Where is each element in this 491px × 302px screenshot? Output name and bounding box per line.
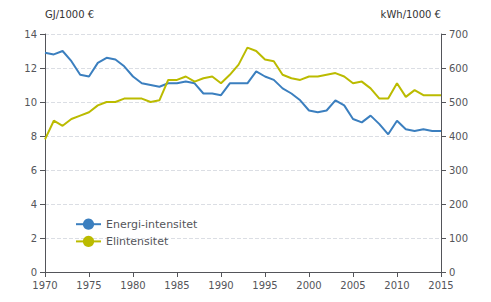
svg-text:2010: 2010 xyxy=(384,280,409,291)
svg-text:500: 500 xyxy=(449,97,468,108)
svg-text:kWh/1000 €: kWh/1000 € xyxy=(381,9,441,20)
svg-text:0: 0 xyxy=(449,267,455,278)
svg-text:12: 12 xyxy=(24,63,37,74)
svg-text:4: 4 xyxy=(31,199,37,210)
svg-text:1970: 1970 xyxy=(32,280,57,291)
svg-text:1990: 1990 xyxy=(208,280,233,291)
svg-text:2000: 2000 xyxy=(296,280,321,291)
svg-text:10: 10 xyxy=(24,97,37,108)
svg-text:Elintensitet: Elintensitet xyxy=(106,235,169,248)
svg-text:700: 700 xyxy=(449,29,468,40)
svg-text:2005: 2005 xyxy=(340,280,365,291)
svg-text:14: 14 xyxy=(24,29,37,40)
svg-text:1995: 1995 xyxy=(252,280,277,291)
svg-text:100: 100 xyxy=(449,233,468,244)
svg-text:2015: 2015 xyxy=(428,280,453,291)
svg-text:Energi-intensitet: Energi-intensitet xyxy=(106,218,198,231)
svg-text:6: 6 xyxy=(31,165,37,176)
svg-text:2: 2 xyxy=(31,233,37,244)
svg-text:600: 600 xyxy=(449,63,468,74)
svg-text:1975: 1975 xyxy=(76,280,101,291)
svg-text:1985: 1985 xyxy=(164,280,189,291)
svg-text:8: 8 xyxy=(31,131,37,142)
svg-text:200: 200 xyxy=(449,199,468,210)
svg-text:300: 300 xyxy=(449,165,468,176)
svg-text:0: 0 xyxy=(31,267,37,278)
svg-text:1980: 1980 xyxy=(120,280,145,291)
svg-text:GJ/1000 €: GJ/1000 € xyxy=(45,9,94,20)
svg-text:400: 400 xyxy=(449,131,468,142)
